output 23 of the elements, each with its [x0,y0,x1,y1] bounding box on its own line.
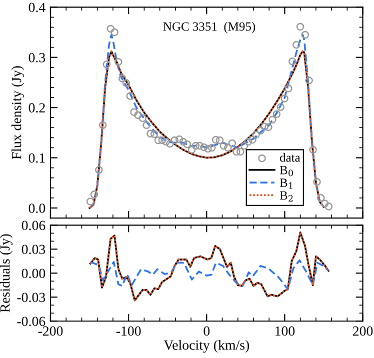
y-tick-label: 0.3 [28,52,46,62]
y-tick-label: 0.0 [28,204,46,213]
x-tick-label: -100 [116,326,141,336]
y-tick-label: 0.1 [28,153,45,163]
x-tick-label: -200 [38,326,63,336]
y-tick-label: -0.06 [17,316,46,326]
x-axis-title: Velocity (km/s) [164,340,250,353]
legend-label: B$_{1}$ [280,178,292,189]
y-tick-label: 0.00 [22,268,46,278]
legend-label: B$_{0}$ [280,166,293,176]
y-tick-label: 0.2 [28,103,45,113]
y-tick-label: 0.03 [22,244,46,254]
y-axis-title: Residuals (Jy) [0,234,13,312]
y-tick-label: 0.06 [22,220,46,230]
y-axis-title: Flux density (Jy) [11,66,24,160]
x-tick-label: 0 [204,326,210,336]
legend-label: B$_{2}$ [280,191,293,202]
y-tick-label: -0.03 [17,292,46,302]
x-tick-label: 100 [276,326,295,336]
x-tick-label: 200 [352,326,373,336]
y-tick-label: 0.4 [28,2,46,12]
annotation: NGC 3351 (M95) [163,22,256,34]
legend-label: data [280,152,300,162]
